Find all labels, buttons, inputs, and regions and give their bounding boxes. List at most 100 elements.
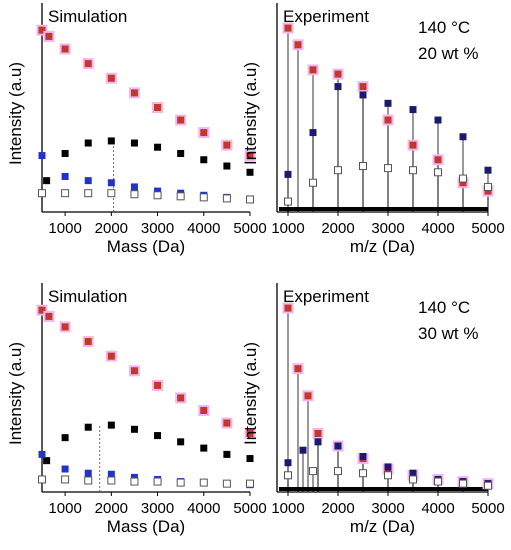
data-point [359, 91, 367, 99]
data-point [223, 419, 231, 427]
data-point [409, 106, 417, 114]
data-point [130, 183, 138, 191]
data-point [84, 469, 92, 477]
x-tick-label: 4000 [421, 220, 454, 237]
data-point [84, 189, 93, 198]
data-point [84, 476, 93, 485]
data-point [359, 469, 367, 478]
data-point [61, 475, 70, 484]
chart-title: Simulation [48, 7, 127, 26]
x-tick-label: 5000 [233, 220, 266, 237]
data-point [38, 26, 46, 34]
data-point [309, 129, 317, 137]
data-point [334, 70, 342, 78]
data-point [484, 187, 492, 195]
x-tick-label: 2000 [321, 220, 354, 237]
y-axis-label: Intensity (a.u) [6, 342, 25, 445]
data-point [107, 476, 116, 485]
data-point [154, 381, 162, 389]
data-point [38, 475, 46, 484]
data-point [38, 450, 46, 458]
data-point [334, 83, 342, 91]
data-point [61, 465, 69, 473]
data-point [200, 444, 208, 452]
data-point [384, 471, 392, 480]
data-point [314, 429, 322, 437]
x-tick-label: 3000 [141, 500, 174, 517]
data-point [177, 438, 185, 446]
data-point [107, 421, 115, 429]
data-point [246, 429, 254, 437]
data-point [334, 166, 342, 175]
data-point [434, 168, 442, 177]
baseline-peaks [279, 487, 488, 491]
data-point [153, 477, 162, 486]
data-point [61, 189, 70, 198]
data-point [222, 479, 231, 488]
data-point [84, 60, 92, 68]
data-point [130, 190, 139, 199]
condition-label: 140 °C [418, 18, 470, 37]
data-point [107, 470, 115, 478]
data-point [459, 479, 467, 488]
data-point [199, 478, 208, 487]
x-tick-label: 1000 [271, 220, 304, 237]
data-point [294, 41, 302, 49]
chart-panel-1: 1000 2000 3000 4000 5000 Mass (Da) Intensity (… [6, 3, 267, 256]
data-point [130, 473, 138, 481]
data-point [200, 129, 208, 137]
data-point [107, 179, 115, 187]
x-tick-label: 2000 [95, 220, 128, 237]
data-point [223, 450, 231, 458]
data-point [84, 177, 92, 185]
data-point [284, 459, 292, 467]
data-point [38, 306, 46, 314]
data-point [43, 177, 51, 185]
data-point [484, 166, 492, 174]
data-point [222, 194, 231, 203]
data-point [409, 469, 417, 477]
data-point [154, 104, 162, 111]
data-point [284, 197, 292, 206]
data-point [176, 478, 185, 487]
data-point [200, 156, 208, 164]
data-point [154, 143, 162, 151]
data-point [84, 338, 92, 346]
data-point [223, 141, 231, 149]
data-point [384, 116, 392, 124]
data-point [84, 423, 92, 431]
data-point [130, 367, 138, 375]
data-point [43, 457, 51, 465]
data-point [177, 394, 185, 402]
x-tick-label: 5000 [471, 500, 504, 517]
x-tick-label: 3000 [371, 220, 404, 237]
baseline-peaks [279, 207, 488, 211]
data-point [107, 137, 115, 145]
x-tick-label: 2000 [95, 500, 128, 517]
chart-title: Experiment [283, 7, 369, 26]
data-point [309, 178, 317, 187]
x-tick-label: 5000 [471, 220, 504, 237]
data-point [246, 479, 254, 488]
x-axis-label: Mass (Da) [107, 517, 185, 536]
data-point [314, 438, 322, 446]
y-axis-label: Intensity (a.u) [6, 62, 25, 165]
x-tick-label: 5000 [233, 500, 266, 517]
data-point [107, 352, 115, 360]
data-point [199, 193, 208, 202]
data-point [130, 139, 138, 147]
x-axis-label: m/z (Da) [350, 237, 415, 256]
data-point [434, 156, 442, 164]
data-point [284, 24, 292, 32]
data-point [359, 162, 367, 171]
data-point [434, 116, 442, 124]
data-point [223, 162, 231, 170]
data-point [299, 446, 307, 454]
data-point [334, 467, 342, 476]
data-point [459, 179, 467, 187]
x-tick-label: 4000 [187, 500, 220, 517]
data-point [484, 481, 492, 490]
x-tick-label: 4000 [187, 220, 220, 237]
data-point [45, 312, 53, 320]
